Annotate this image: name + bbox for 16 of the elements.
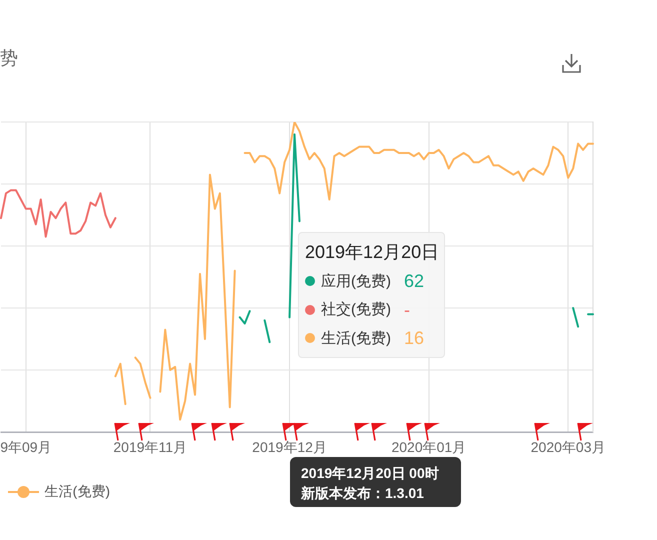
chart-title: 势	[0, 47, 18, 69]
x-tick-label: 2020年03月	[530, 438, 606, 455]
legend-label: 社交(免费)	[321, 300, 391, 319]
text: 新版本发布：1.3.01	[301, 484, 424, 502]
legend-label: 生活(免费)	[321, 328, 391, 348]
legend-label: 应用(免费)	[321, 272, 391, 290]
x-tick-label: 2019年11月	[113, 438, 188, 455]
annotation: 16	[404, 327, 424, 349]
x-tick-label: 2020年01月	[391, 438, 466, 455]
annotation: 62	[404, 270, 424, 292]
x-tick-label: 2019年12月	[252, 438, 327, 455]
annotation: 2019年12月20日	[305, 241, 440, 263]
x-tick-label: 9年09月	[0, 438, 52, 455]
text: 2019年12月20日 00时	[301, 464, 439, 482]
annotation: -	[404, 298, 410, 320]
text: 生活(免费)	[44, 483, 110, 499]
